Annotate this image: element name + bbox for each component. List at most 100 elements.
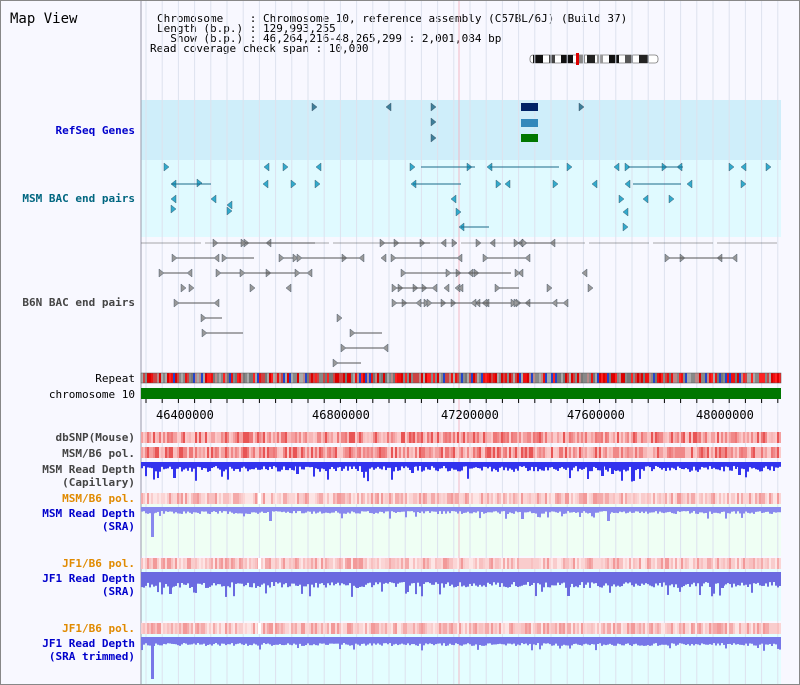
jf1-sra-depth-bar	[201, 572, 203, 585]
msm-sra-depth-bar	[437, 507, 439, 514]
track-label-jf1-sra[interactable]: JF1 Read Depth (SRA)	[42, 572, 135, 598]
msm-pol2-heat-cell	[551, 493, 553, 504]
jf1-sra-depth-bar	[527, 572, 529, 583]
track-label-jf1-pol-1[interactable]: JF1/B6 pol.	[62, 557, 135, 570]
msm-sra-depth-bar	[471, 507, 473, 514]
dbsnp-heat-cell	[489, 432, 491, 443]
msm-sra-depth-bar	[263, 507, 265, 513]
track-label-dbsnp[interactable]: dbSNP(Mouse)	[55, 431, 135, 444]
jf1-pol2-heat-cell	[501, 623, 503, 634]
msm-pol2-heat-cell	[651, 493, 653, 504]
track-label-jf1-pol-2[interactable]: JF1/B6 pol.	[62, 622, 135, 635]
jf1-pol1-heat-cell	[449, 558, 451, 569]
msm-sra-depth-bar	[769, 507, 771, 514]
msm-pol2-heat-cell	[603, 493, 605, 504]
jf1-pol2-heat-cell	[513, 623, 515, 634]
jf1-pol2-heat-cell	[543, 623, 545, 634]
repeat-segment	[369, 373, 371, 383]
msm-depth-cap-bar	[567, 462, 569, 468]
repeat-segment	[679, 373, 681, 383]
jf1-sra-depth-bar	[327, 572, 329, 584]
jf1-pol2-heat-cell	[397, 623, 399, 634]
jf1-pol2-heat-cell	[421, 623, 423, 634]
track-label-msm-pol-2[interactable]: MSM/B6 pol.	[62, 492, 135, 505]
repeat-segment	[465, 373, 467, 383]
msm-pol2-heat-cell	[665, 493, 667, 504]
b6n-bac-end	[546, 283, 553, 293]
jf1-sra-depth-bar	[261, 572, 263, 585]
dbsnp-heat-cell	[677, 432, 679, 443]
jf1-pol1-heat-cell	[591, 558, 593, 569]
msm-pol-heat-cell	[613, 447, 615, 458]
dbsnp-heat-cell	[773, 432, 775, 443]
chromosome-ideogram[interactable]	[529, 53, 661, 65]
dbsnp-heat-cell	[661, 432, 663, 443]
msm-pol-heat-cell	[381, 447, 383, 458]
track-label-repeat[interactable]: Repeat	[95, 372, 135, 385]
msm-sra-depth-bar	[381, 507, 383, 512]
track-label-refseq[interactable]: RefSeq Genes	[55, 124, 135, 137]
jf1-pol2-heat-cell	[467, 623, 469, 634]
jf1-pol1-heat-cell	[403, 558, 405, 569]
jf1-trim-depth-bar	[469, 637, 471, 645]
msm-pol2-heat-cell	[177, 493, 179, 504]
jf1-sra-depth-bar	[237, 572, 239, 584]
track-label-b6n-bac[interactable]: B6N BAC end pairs	[22, 296, 135, 309]
repeat-segment	[429, 373, 431, 383]
jf1-pol2-heat-cell	[731, 623, 733, 634]
msm-pol2-heat-cell	[657, 493, 659, 504]
msm-pol-heat-cell	[541, 447, 543, 458]
msm-pol2-heat-cell	[741, 493, 743, 504]
repeat-segment	[639, 373, 641, 383]
msm-pol-heat-cell	[589, 447, 591, 458]
jf1-sra-depth-bar	[691, 572, 693, 585]
jf1-pol2-heat-cell	[147, 623, 149, 634]
track-label-msm-sra[interactable]: MSM Read Depth (SRA)	[42, 507, 135, 533]
jf1-trim-depth-bar	[671, 637, 673, 644]
jf1-trim-depth-bar	[655, 637, 657, 644]
jf1-trim-depth-bar	[517, 637, 519, 645]
jf1-pol1-heat-cell	[551, 558, 553, 569]
repeat-segment	[241, 373, 243, 383]
jf1-pol2-heat-cell	[355, 623, 357, 634]
msm-pol-heat-cell	[751, 447, 753, 458]
jf1-trim-depth-bar	[445, 637, 447, 646]
track-label-jf1-trim[interactable]: JF1 Read Depth (SRA trimmed)	[42, 637, 135, 663]
msm-pol2-heat-cell	[285, 493, 287, 504]
msm-pol-heat-cell	[369, 447, 371, 458]
jf1-trim-depth-bar	[237, 637, 239, 644]
dbsnp-heat-cell	[527, 432, 529, 443]
jf1-sra-depth-bar	[245, 572, 247, 586]
dbsnp-heat-cell	[595, 432, 597, 443]
jf1-trim-depth-bar	[673, 637, 675, 644]
jf1-pol1-heat-cell	[459, 558, 461, 569]
jf1-pol2-heat-cell	[663, 623, 665, 634]
track-label-msm-depth-cap[interactable]: MSM Read Depth (Capillary)	[42, 463, 135, 489]
dbsnp-heat-cell	[457, 432, 459, 443]
msm-sra-depth-bar	[483, 507, 485, 514]
msm-pol2-heat-cell	[495, 493, 497, 504]
repeat-segment	[575, 373, 577, 383]
repeat-segment	[769, 373, 771, 383]
track-label-msm-pol-1[interactable]: MSM/B6 pol.	[62, 447, 135, 460]
jf1-pol2-heat-cell	[481, 623, 483, 634]
msm-pol-heat-cell	[413, 447, 415, 458]
jf1-trim-depth-bar	[351, 637, 353, 646]
repeat-segment	[745, 373, 747, 383]
msm-sra-depth-bar	[169, 507, 171, 512]
jf1-trim-depth-bar	[565, 637, 567, 646]
jf1-pol1-heat-cell	[325, 558, 327, 569]
jf1-sra-depth-bar	[547, 572, 549, 588]
jf1-pol2-heat-cell	[301, 623, 303, 634]
jf1-pol1-heat-cell	[497, 558, 499, 569]
repeat-segment	[451, 373, 453, 383]
msm-pol-heat-cell	[305, 447, 307, 458]
msm-pol-heat-cell	[279, 447, 281, 458]
track-label-msm-bac[interactable]: MSM BAC end pairs	[22, 192, 135, 205]
msm-depth-cap-bar	[375, 462, 377, 469]
jf1-pol2-heat-cell	[323, 623, 325, 634]
jf1-trim-depth-bar	[761, 637, 763, 644]
jf1-pol2-heat-cell	[717, 623, 719, 634]
msm-pol2-heat-cell	[425, 493, 427, 504]
